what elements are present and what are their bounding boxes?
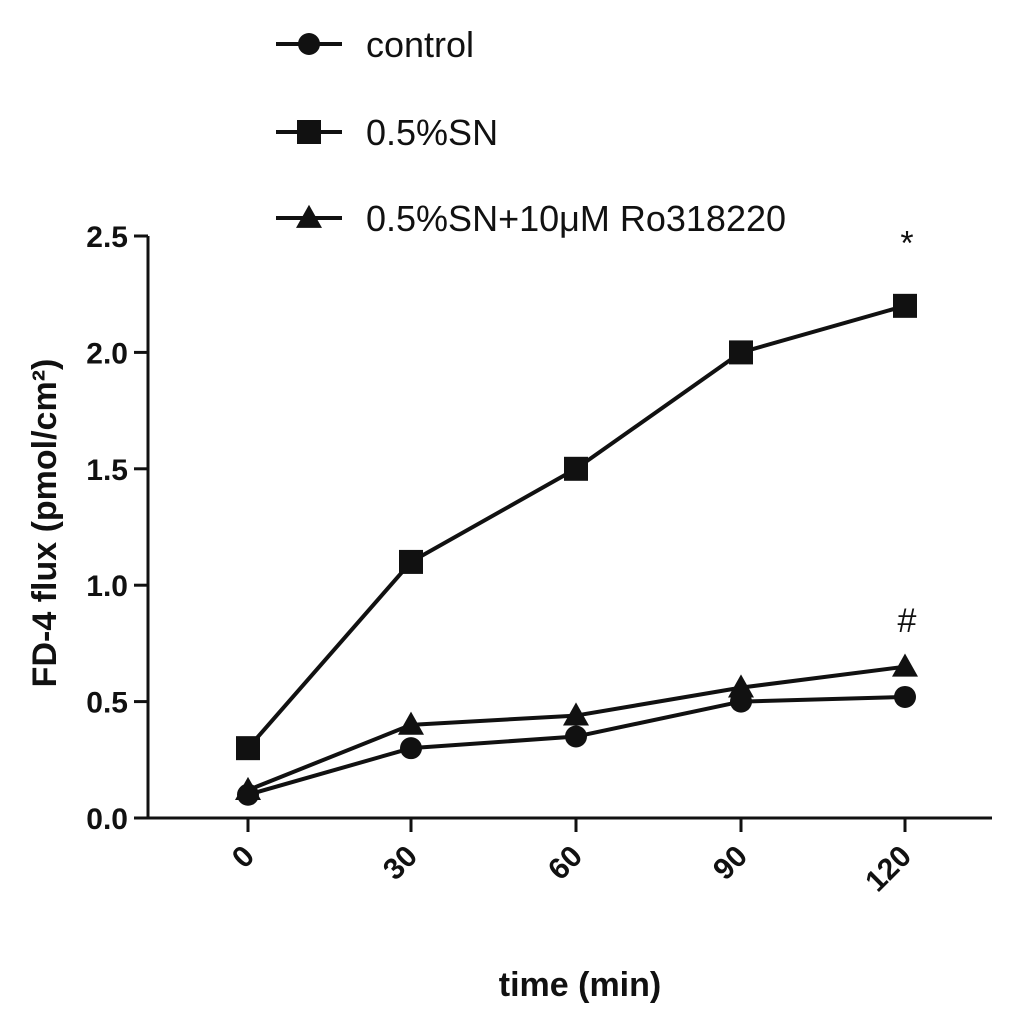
y-tick-label: 0.5 — [86, 687, 128, 720]
x-tick-label: 0 — [226, 840, 261, 875]
y-tick-label: 0.0 — [86, 803, 128, 836]
x-axis: 0 30 60 90 120 — [226, 818, 918, 898]
significance-annotation: * — [900, 225, 913, 263]
y-tick-label: 2.5 — [86, 221, 128, 254]
data-point-triangle — [563, 702, 589, 726]
legend-label: 0.5%SN — [366, 112, 498, 153]
legend-label: control — [366, 24, 474, 65]
data-point-square — [399, 549, 423, 574]
y-tick-label: 1.5 — [86, 454, 128, 487]
significance-annotation: # — [898, 602, 917, 640]
y-tick-label: 2.0 — [86, 337, 128, 370]
x-tick-label: 60 — [542, 840, 589, 887]
series-line-square — [246, 303, 906, 750]
data-point-circle — [400, 737, 422, 760]
series-lines — [235, 293, 918, 806]
legend-marker-triangle — [296, 204, 322, 228]
data-point-square — [729, 340, 753, 365]
x-axis-title: time (min) — [499, 966, 661, 1004]
data-point-circle — [565, 725, 587, 748]
data-point-square — [893, 293, 917, 318]
x-tick-label: 120 — [859, 840, 918, 899]
data-point-triangle — [235, 776, 261, 800]
legend-marker-circle — [298, 33, 320, 55]
x-tick-label: 30 — [377, 840, 424, 887]
data-point-circle — [894, 685, 916, 708]
legend: control 0.5%SN 0.5%SN+10μM Ro318220 — [276, 24, 786, 239]
y-axis: 0.0 0.5 1.0 1.5 2.0 2.5 — [86, 221, 148, 836]
annotations: *# — [898, 225, 917, 640]
data-point-triangle — [892, 653, 918, 677]
y-tick-label: 1.0 — [86, 570, 128, 603]
data-point-triangle — [398, 711, 424, 735]
y-axis-title: FD-4 flux (pmol/cm²) — [26, 359, 64, 688]
data-point-square — [236, 736, 260, 761]
data-point-triangle — [728, 674, 754, 698]
legend-marker-square — [297, 120, 321, 144]
x-tick-label: 90 — [707, 840, 754, 887]
legend-label: 0.5%SN+10μM Ro318220 — [366, 198, 786, 239]
data-point-square — [564, 456, 588, 481]
plot-area: 0.00.51.01.52.02.5 0 30 60 90 120 *# — [86, 221, 992, 898]
